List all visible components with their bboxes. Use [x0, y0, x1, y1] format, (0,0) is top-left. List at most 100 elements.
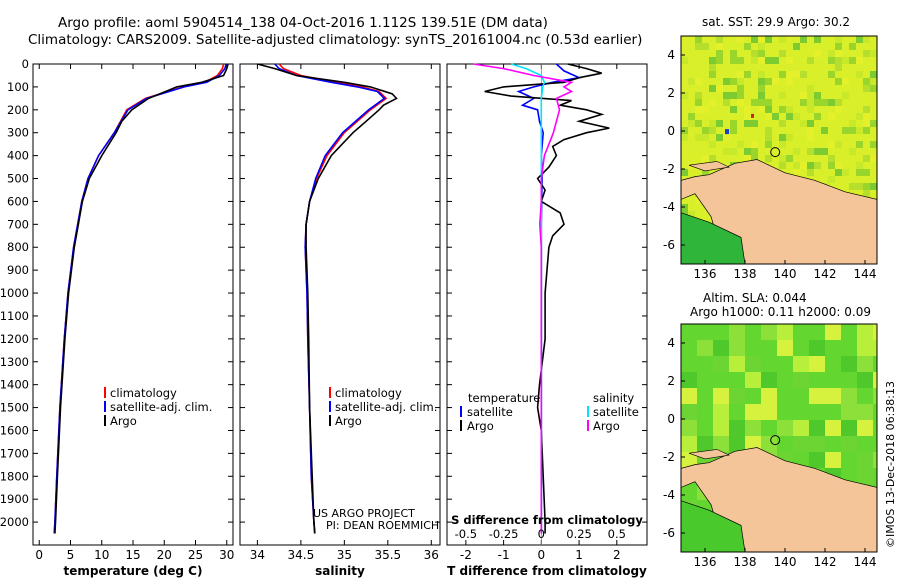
map-x-tick-label: 136	[694, 555, 717, 569]
map-cell	[786, 78, 793, 85]
sla-map-title-2: Argo h1000: 0.11 h2000: 0.09	[690, 305, 871, 319]
map-cell	[695, 106, 702, 113]
map-cell	[863, 113, 870, 120]
x-tick-label: 0	[538, 548, 546, 562]
map-cell	[765, 57, 772, 64]
map-cell	[873, 452, 877, 468]
map-cell	[713, 356, 729, 372]
legend-label: satellite-adj. clim.	[110, 400, 212, 414]
map-cell	[856, 71, 863, 78]
map-cell	[723, 134, 730, 141]
map-cell	[765, 127, 772, 134]
map-cell	[758, 92, 765, 99]
sla-map: 136 138 140 142 144 4 2 0 -2 -4 -6	[663, 323, 878, 569]
series-line-t-argo	[484, 63, 610, 534]
map-cell	[835, 169, 842, 176]
top-tick-label: -0.5	[455, 527, 477, 541]
map-cell	[870, 155, 877, 162]
map-cell	[777, 340, 793, 356]
map-cell	[688, 113, 695, 120]
map-cell	[779, 162, 786, 169]
map-cell	[702, 43, 709, 50]
map-cell	[856, 141, 863, 148]
map-cell	[835, 36, 842, 43]
y-tick-label: 1000	[0, 286, 29, 300]
map-cell	[856, 113, 863, 120]
map-cell	[758, 106, 765, 113]
map-cell	[695, 92, 702, 99]
map-cell	[751, 120, 758, 127]
map-cell	[800, 92, 807, 99]
map-x-tick-label: 138	[734, 267, 757, 281]
difference-panel: -2 -1 0 1 2 T difference from climatology temp…	[446, 63, 648, 578]
map-cell	[863, 183, 870, 190]
map-cell	[709, 155, 716, 162]
map-cell	[730, 148, 737, 155]
map-cell	[737, 99, 744, 106]
map-cell	[709, 99, 716, 106]
x-tick-label: 5	[67, 548, 75, 562]
map-y-tick-label: 2	[667, 374, 675, 388]
map-cell	[681, 57, 688, 64]
map-cell	[765, 78, 772, 85]
map-cell	[814, 36, 821, 43]
map-cell	[841, 388, 857, 404]
map-cell	[873, 340, 877, 356]
map-cell	[730, 78, 737, 85]
map-cell	[729, 356, 745, 372]
map-cell	[744, 71, 751, 78]
map-cell	[695, 120, 702, 127]
map-x-tick-label: 142	[814, 267, 837, 281]
x-tick-label: -1	[498, 548, 510, 562]
x-tick-label: 35.5	[374, 548, 401, 562]
legend-label: Argo	[467, 419, 494, 433]
map-cell	[857, 420, 873, 436]
map-cell	[863, 155, 870, 162]
map-cell	[800, 120, 807, 127]
map-cell	[772, 113, 779, 120]
map-cell	[737, 57, 744, 64]
map-cell	[807, 106, 814, 113]
map-cell	[709, 85, 716, 92]
map-cell	[713, 340, 729, 356]
map-cell	[814, 162, 821, 169]
map-cell	[857, 340, 873, 356]
legend-label: climatology	[335, 386, 402, 400]
map-cell	[744, 148, 751, 155]
map-cell	[828, 71, 835, 78]
map-cell	[786, 134, 793, 141]
x-tick-label: 1	[575, 548, 583, 562]
map-cell	[863, 120, 870, 127]
map-cell	[779, 92, 786, 99]
map-cell	[681, 388, 697, 404]
map-cell	[793, 148, 800, 155]
map-cell	[729, 324, 745, 340]
legend-label: climatology	[110, 386, 177, 400]
y-tick-label: 1600	[0, 423, 29, 437]
map-cell	[744, 113, 751, 120]
map-cell	[857, 372, 873, 388]
plot-frame	[446, 63, 648, 546]
map-cell	[809, 340, 825, 356]
y-tick-label: 1400	[0, 378, 29, 392]
map-cell	[835, 141, 842, 148]
title-line-1: Argo profile: aoml 5904514_138 04-Oct-20…	[58, 15, 548, 31]
legend-title-temperature: temperature	[468, 391, 540, 405]
map-cell	[716, 120, 723, 127]
map-cell	[800, 162, 807, 169]
map-cell	[702, 155, 709, 162]
map-cell	[730, 50, 737, 57]
map-cell	[779, 134, 786, 141]
x-tick-label: 10	[94, 548, 109, 562]
map-x-tick-label: 144	[854, 555, 877, 569]
top-tick-label: 0.5	[608, 527, 626, 541]
map-y-tick-label: -4	[663, 488, 675, 502]
map-cell	[688, 78, 695, 85]
map-cell	[863, 169, 870, 176]
map-cell	[863, 78, 870, 85]
y-tick-label: 1200	[0, 332, 29, 346]
map-cell	[761, 324, 777, 340]
map-cell	[737, 36, 744, 43]
map-cell	[835, 50, 842, 57]
